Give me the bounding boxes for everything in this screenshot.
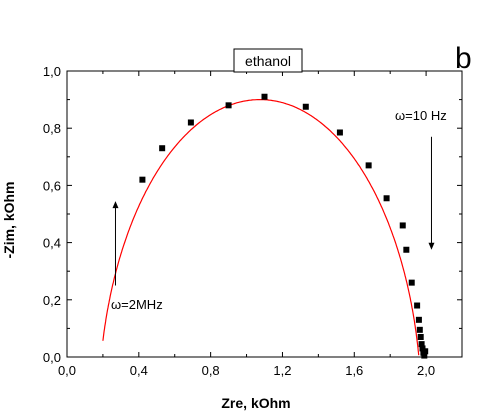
fit-curve-group (102, 99, 420, 356)
data-point (302, 103, 309, 110)
arrowhead-2mhz (112, 201, 119, 209)
data-point (336, 129, 343, 136)
y-tick-label: 0,8 (43, 121, 61, 136)
data-point (415, 316, 422, 323)
y-axis-title: -Zim, kOhm (1, 181, 17, 258)
y-tick-label: 0,0 (43, 350, 61, 365)
y-tick-label: 0,4 (43, 236, 61, 251)
label-10hz: ω=10 Hz (395, 108, 447, 123)
x-axis-title: Zre, kOhm (221, 395, 290, 411)
data-point (399, 222, 406, 229)
fit-curve (102, 99, 420, 356)
data-point (414, 302, 421, 309)
data-point (139, 176, 146, 183)
y-tick-label: 0,6 (43, 178, 61, 193)
data-point (422, 348, 429, 355)
data-point (418, 341, 425, 348)
data-point (417, 333, 424, 340)
chart-title: ethanol (245, 53, 291, 69)
x-tick-label: 1,6 (345, 363, 363, 378)
arrowhead-10hz (428, 242, 435, 250)
y-tick-label: 1,0 (43, 64, 61, 79)
label-2mhz: ω=2MHz (111, 297, 163, 312)
data-point (408, 279, 415, 286)
data-point (421, 352, 428, 359)
title-box (233, 48, 303, 73)
panel-label: b (455, 42, 472, 75)
data-point (365, 162, 372, 169)
y-tick-label: 0,2 (43, 293, 61, 308)
x-tick-label: 1,2 (273, 363, 291, 378)
x-tick-label: 2,0 (417, 363, 435, 378)
data-point (403, 246, 410, 253)
data-point (187, 119, 194, 126)
data-point (416, 326, 423, 333)
data-points-group (139, 93, 429, 359)
x-tick-label: 0,0 (58, 363, 76, 378)
axes: 0,0 0,4 0,8 1,2 1,6 2,0 0,0 0,2 0,4 0,6 0,8 1,0 (43, 64, 463, 378)
x-tick-label: 0,8 (202, 363, 220, 378)
data-point (225, 102, 232, 109)
x-tick-label: 0,4 (130, 363, 148, 378)
data-point (383, 195, 390, 202)
data-point (261, 93, 268, 100)
data-point (159, 145, 166, 152)
annotations-group: ω=2MHz ω=10 Hz (111, 108, 447, 312)
